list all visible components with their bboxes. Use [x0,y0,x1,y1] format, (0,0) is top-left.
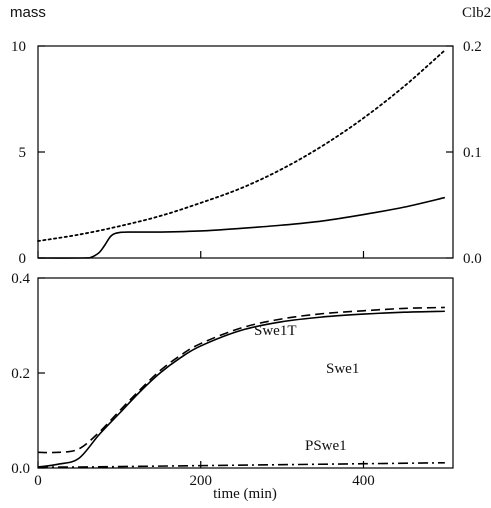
bottom-series [37,306,445,468]
top-ticks: 0 5 10 0.0 0.1 0.2 [11,39,482,267]
series-label-swe1t: Swe1T [254,323,297,339]
top-left-ytick-label: 10 [11,39,26,55]
top-series [37,49,446,259]
top-left-ytick-label: 5 [19,145,27,161]
mass-line [37,49,446,242]
clb2-line [37,196,446,259]
bottom-xtick-label: 400 [352,473,375,489]
top-left-axis-title: mass [10,4,46,21]
series-line-pswe1 [37,461,445,468]
top-right-ytick-label: 0.2 [463,39,482,55]
top-plot-frame [37,45,454,259]
series-label-pswe1: PSwe1 [305,438,347,454]
series-label-swe1: Swe1 [326,361,359,377]
bottom-ytick-label: 0.4 [11,271,30,287]
bottom-ticks: 0.0 0.2 0.4 0 200 400 [11,271,374,489]
top-right-ytick-label: 0.1 [463,145,482,161]
series-line-swe1 [37,310,445,468]
bottom-plot-frame [37,277,454,469]
top-right-ytick-label: 0.0 [463,251,482,267]
bottom-xtick-label: 200 [189,473,212,489]
series-line-swe1t [37,306,445,454]
bottom-ytick-label: 0.0 [11,461,30,477]
bottom-xtick-label: 0 [34,473,42,489]
bottom-panel: time (min) 0.0 0.2 0.4 0 200 400 Swe1T Swe1 P… [11,271,454,502]
top-right-axis-title: Clb2 [462,5,491,21]
bottom-x-axis-title: time (min) [213,486,277,502]
top-panel: mass Clb2 0 5 10 0.0 0.1 0.2 [10,4,491,267]
bottom-ytick-label: 0.2 [11,366,30,382]
top-left-ytick-label: 0 [19,251,27,267]
